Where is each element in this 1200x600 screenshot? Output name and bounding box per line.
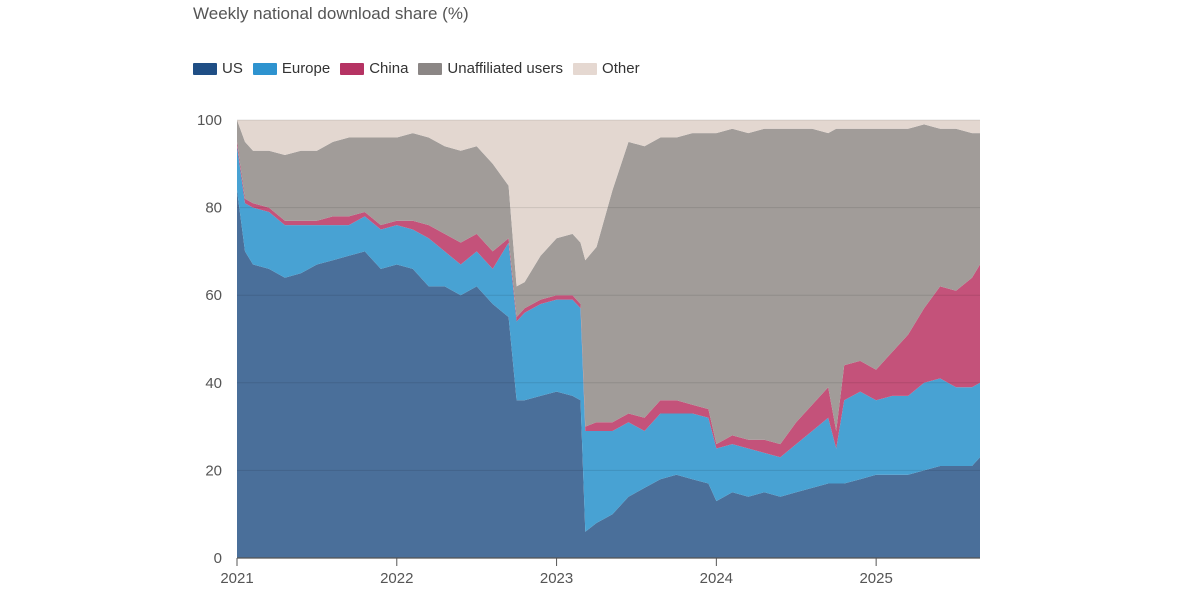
gridlines	[237, 119, 980, 471]
legend-swatch-other	[573, 62, 598, 75]
legend-item-unaffiliated: Unaffiliated users	[418, 60, 563, 77]
legend-item-china: China	[340, 60, 408, 77]
legend-swatch-us	[193, 62, 217, 75]
legend-swatch-unaffiliated	[418, 62, 443, 75]
legend-label-china: China	[369, 60, 409, 77]
x-tick-label-2022: 2022	[380, 570, 413, 587]
legend-label-us: US	[222, 60, 243, 77]
axes: 0 20 40 60 80 100 2021 2022 2023 2024 2025	[197, 112, 980, 587]
area-europe	[237, 146, 980, 532]
y-tick-label-0: 0	[214, 550, 222, 567]
legend-item-us: US	[193, 60, 243, 77]
legend-item-other: Other	[573, 60, 640, 77]
y-tick-label-40: 40	[205, 375, 222, 392]
legend-swatch-europe	[252, 62, 277, 75]
x-tick-label-2024: 2024	[700, 570, 733, 587]
legend: US Europe China Unaffiliated users Other	[193, 60, 640, 77]
legend-label-unaffiliated: Unaffiliated users	[447, 60, 564, 77]
chart-title: Weekly national download share (%)	[193, 4, 469, 23]
legend-label-other: Other	[602, 60, 640, 77]
area-us	[237, 190, 980, 558]
legend-item-europe: Europe	[252, 60, 331, 77]
area-other	[237, 120, 980, 287]
x-tick-label-2025: 2025	[859, 570, 892, 587]
area-unaffiliated-users	[237, 120, 980, 445]
y-tick-label-20: 20	[205, 462, 222, 479]
legend-label-europe: Europe	[281, 60, 331, 77]
y-tick-label-60: 60	[205, 287, 222, 304]
area-layers	[237, 120, 980, 558]
x-tick-label-2021: 2021	[220, 570, 253, 587]
y-tick-label-100: 100	[197, 112, 222, 129]
x-tick-label-2023: 2023	[540, 570, 573, 587]
legend-swatch-china	[340, 62, 365, 75]
y-tick-label-80: 80	[205, 200, 222, 217]
